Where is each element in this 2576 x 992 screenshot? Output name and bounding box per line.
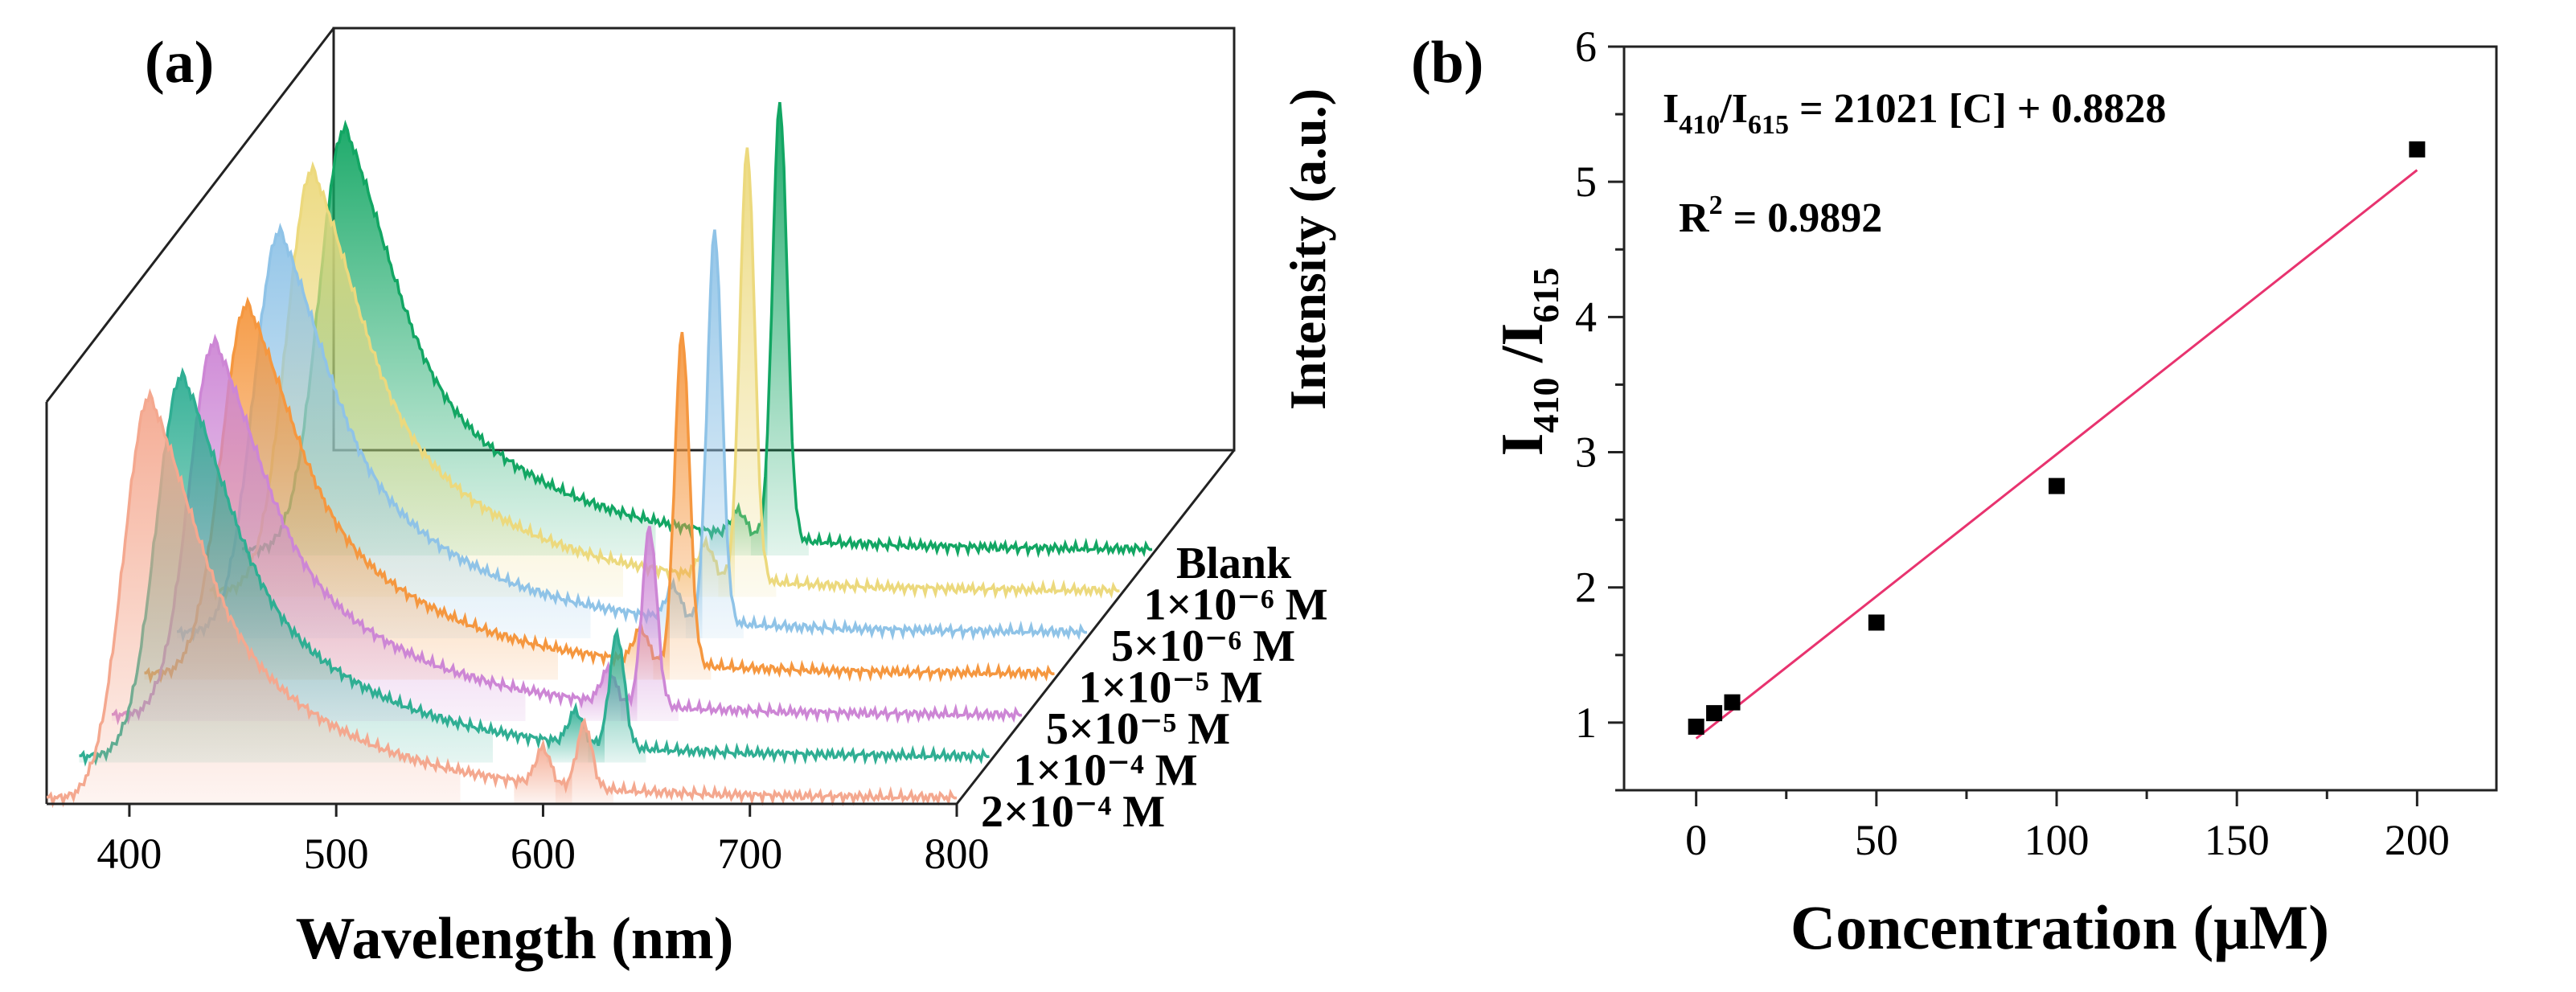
data-point bbox=[1688, 718, 1704, 735]
x-tick-label: 150 bbox=[2205, 816, 2270, 864]
data-point bbox=[1868, 614, 1885, 631]
x-tick-label: 800 bbox=[925, 830, 990, 878]
y-axis-title-b: I410 /I615 bbox=[1490, 268, 1566, 457]
data-point bbox=[2409, 141, 2426, 158]
spectrum-series bbox=[46, 387, 958, 809]
x-tick-label: 500 bbox=[304, 830, 369, 878]
y-tick-label: 4 bbox=[1575, 293, 1597, 341]
fit-equation: I410/I615 = 21021 [C] + 0.8828 bbox=[1663, 86, 2166, 140]
spectrum-line bbox=[176, 222, 1088, 643]
x-tick-label: 0 bbox=[1685, 816, 1707, 864]
spectrum-line bbox=[79, 367, 990, 767]
data-point bbox=[1724, 694, 1741, 711]
ylabel-sub-410: 410 bbox=[1525, 378, 1566, 433]
peak-fill bbox=[750, 102, 809, 556]
x-tick-label: 400 bbox=[96, 830, 162, 878]
x-tick-label: 600 bbox=[511, 830, 576, 878]
spectrum-line bbox=[46, 387, 958, 809]
series-label: 5×10⁻⁵ M bbox=[1046, 704, 1230, 754]
peak-fill bbox=[653, 332, 712, 680]
axis-ticks: 0 50 100 150 200 1 2 3 4 5 6 bbox=[1575, 23, 2450, 864]
y-tick-label: 2 bbox=[1575, 564, 1597, 612]
peak-fill bbox=[620, 526, 679, 721]
series-label: 1×10⁻⁶ M bbox=[1144, 580, 1328, 630]
eq-tail: = 21021 [C] + 0.8828 bbox=[1789, 86, 2166, 132]
frame-edge-left bbox=[45, 27, 335, 403]
x-axis-title: Wavelength (nm) bbox=[296, 906, 734, 972]
x-tick-label: 100 bbox=[2024, 816, 2090, 864]
eq-sub-615: 615 bbox=[1748, 110, 1789, 140]
x-tick-label: 50 bbox=[1855, 816, 1898, 864]
r2-r: R bbox=[1679, 195, 1710, 241]
spectrum-line bbox=[209, 147, 1120, 601]
peak-fill bbox=[718, 147, 777, 597]
y-tick-label: 6 bbox=[1575, 23, 1597, 71]
series-label: Blank bbox=[1176, 539, 1292, 588]
panel-label-a: (a) bbox=[145, 30, 214, 96]
x-axis-ticks: 400 500 600 700 800 bbox=[96, 804, 990, 878]
ylabel-sub-615: 615 bbox=[1525, 268, 1566, 323]
y-tick-label: 3 bbox=[1575, 428, 1597, 477]
series-label: 1×10⁻⁵ M bbox=[1079, 663, 1263, 713]
panel-a: 400 500 600 700 800 (a) Wavelength (nm) Inte… bbox=[45, 27, 1336, 972]
data-points bbox=[1688, 141, 2426, 735]
r2-tail: = 0.9892 bbox=[1723, 195, 1883, 241]
eq-mid: /I bbox=[1719, 86, 1748, 132]
peak-fill bbox=[685, 229, 744, 638]
x-tick-label: 200 bbox=[2385, 816, 2450, 864]
series-label: 2×10⁻⁴ M bbox=[981, 787, 1165, 837]
spectrum-line bbox=[111, 334, 1023, 726]
y-tick-label: 5 bbox=[1575, 158, 1597, 206]
plot-frame bbox=[1622, 45, 2498, 792]
data-point bbox=[1706, 705, 1723, 722]
r-squared: R2 = 0.9892 bbox=[1679, 191, 1882, 241]
x-axis-title-b: Concentration (μM) bbox=[1790, 892, 2329, 962]
spectrum-line bbox=[144, 296, 1055, 684]
y-tick-label: 1 bbox=[1575, 699, 1597, 747]
spectra-group bbox=[46, 101, 1153, 809]
y-axis-title: Intensity (a.u.) bbox=[1279, 88, 1336, 410]
ylabel-mid: /I bbox=[1490, 323, 1556, 378]
spectrum-line bbox=[241, 101, 1153, 560]
depth-axis bbox=[955, 449, 1236, 805]
series-label: 1×10⁻⁴ M bbox=[1014, 746, 1198, 796]
ylabel-i: I bbox=[1490, 433, 1556, 457]
fit-line bbox=[1695, 169, 2418, 740]
x-tick-label: 700 bbox=[717, 830, 782, 878]
eq-i: I bbox=[1663, 86, 1679, 132]
spectrum-fill bbox=[47, 392, 461, 804]
series-label: 5×10⁻⁶ M bbox=[1111, 621, 1295, 671]
eq-sub-410: 410 bbox=[1679, 110, 1720, 140]
panel-label-b: (b) bbox=[1411, 30, 1483, 96]
r2-sup: 2 bbox=[1709, 191, 1723, 220]
data-point bbox=[2049, 478, 2065, 494]
